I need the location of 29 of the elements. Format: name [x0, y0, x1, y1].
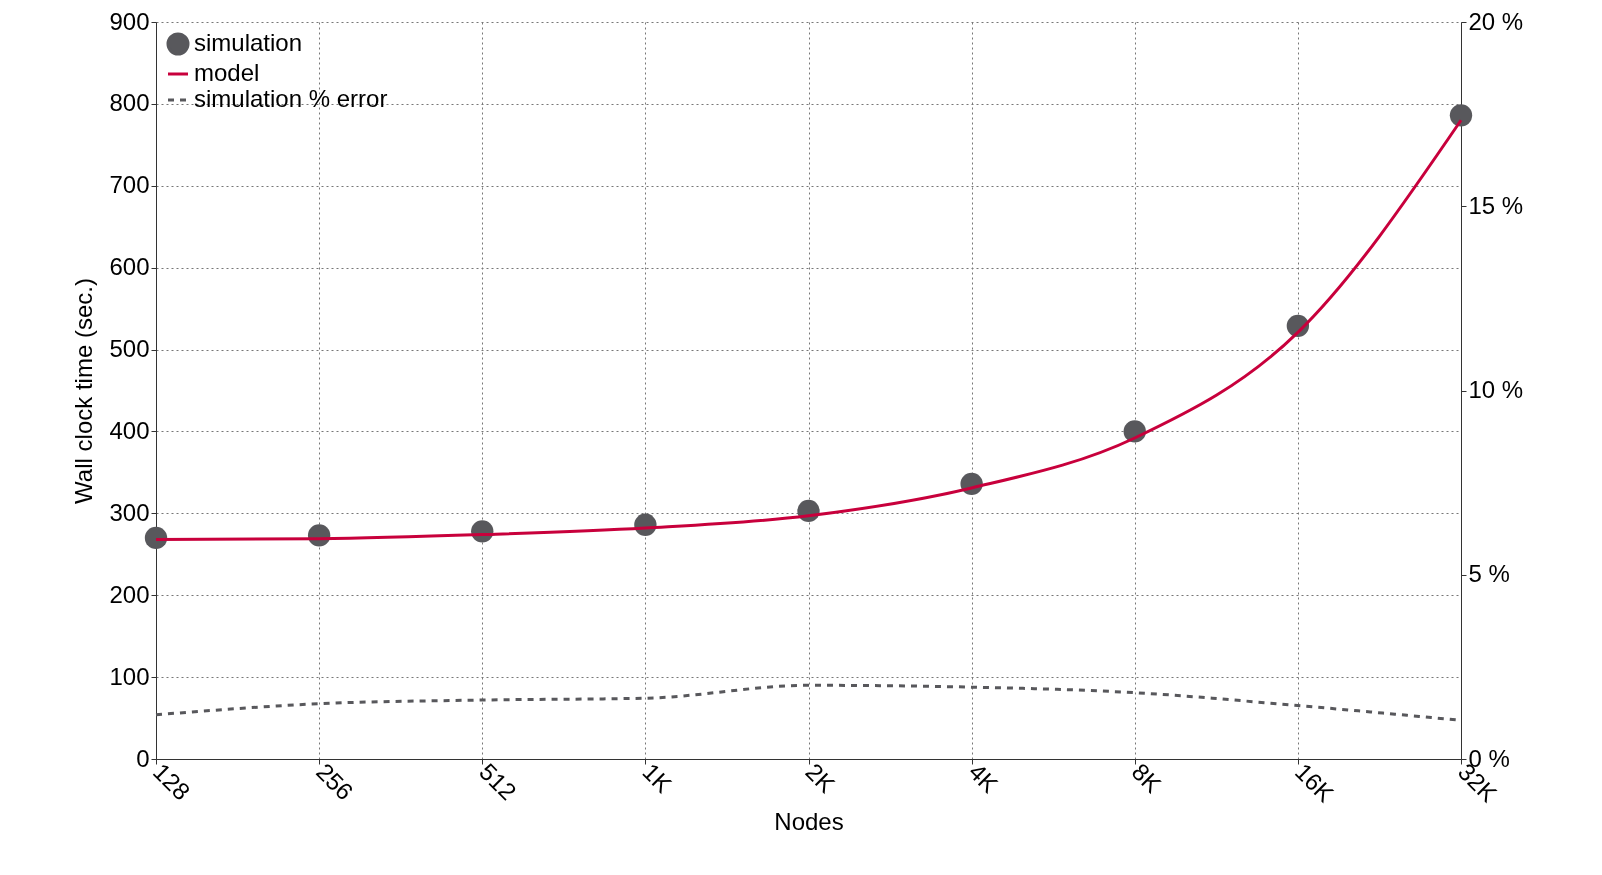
y2-tick-label: 20 % — [1468, 7, 1524, 35]
y-tick-label: 400 — [109, 416, 150, 444]
legend-label: model — [194, 59, 260, 86]
point — [144, 526, 168, 550]
y2-tick-label: 5 % — [1468, 560, 1510, 588]
x-tick-label: 512 — [474, 757, 522, 806]
x-tick-label: 128 — [148, 757, 196, 806]
x-tick-label: 1K — [637, 757, 678, 798]
y-tick-label: 800 — [109, 89, 150, 117]
y-tick-label: 300 — [109, 498, 150, 526]
y2-tick-label: 10 % — [1468, 376, 1524, 403]
x-axis-title: Nodes — [774, 808, 844, 836]
y2-tick-label: 15 % — [1468, 191, 1524, 219]
x-tick-label: 16K — [1289, 757, 1340, 808]
x-tick-label: 4K — [963, 757, 1004, 798]
y-axis-title: Wall clock time (sec.) — [70, 278, 98, 504]
y-tick-label: 700 — [109, 171, 150, 199]
y-tick-label: 900 — [109, 7, 150, 35]
y-tick-label: 200 — [109, 580, 150, 608]
y-tick-label: 100 — [109, 662, 150, 690]
legend-label: simulation — [194, 29, 303, 56]
y-tick-label: 500 — [109, 335, 150, 363]
y-tick-label: 600 — [109, 253, 150, 281]
point — [1449, 104, 1473, 127]
legend-label: simulation % error — [194, 85, 388, 112]
x-tick-label: 8K — [1126, 757, 1167, 798]
x-tick-label: 2K — [800, 757, 841, 798]
x-tick-label: 256 — [311, 757, 359, 806]
y-tick-label: 0 — [136, 744, 150, 772]
